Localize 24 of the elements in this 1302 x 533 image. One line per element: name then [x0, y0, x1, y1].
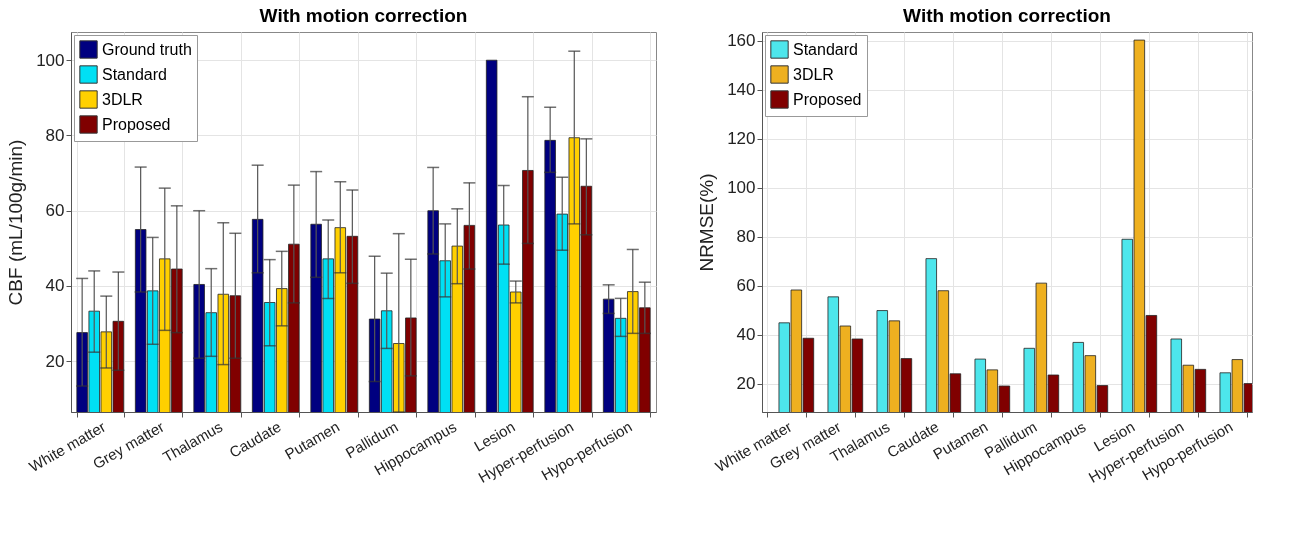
- y-tick-label: 40: [736, 325, 756, 345]
- y-tick-label: 120: [727, 129, 756, 149]
- y-tick-label: 80: [736, 227, 756, 247]
- legend-label: Standard: [102, 65, 167, 83]
- legend-label: Standard: [793, 40, 858, 58]
- y-tick-label: 60: [45, 201, 65, 221]
- y-tick-label: 20: [736, 374, 756, 394]
- y-tick-label: 140: [727, 80, 756, 100]
- y-tick-label: 40: [45, 276, 65, 296]
- y-tick-label: 100: [36, 50, 65, 70]
- y-tick-label: 160: [727, 31, 756, 51]
- chart-title: With motion correction: [903, 4, 1111, 26]
- y-tick-label: 60: [736, 276, 756, 296]
- y-tick-label: 20: [45, 351, 65, 371]
- chart-title: With motion correction: [259, 5, 468, 26]
- y-tick-label: 80: [45, 125, 65, 145]
- legend-label: Ground truth: [102, 40, 192, 58]
- legend-label: Proposed: [102, 115, 171, 133]
- legend-label: 3DLR: [102, 90, 143, 108]
- legend-label: Proposed: [793, 90, 862, 108]
- y-axis-title: NRMSE(%): [696, 173, 718, 272]
- y-tick-label: 100: [727, 178, 756, 198]
- y-axis-title: CBF (mL/100g/min): [5, 139, 27, 306]
- legend-label: 3DLR: [793, 65, 834, 83]
